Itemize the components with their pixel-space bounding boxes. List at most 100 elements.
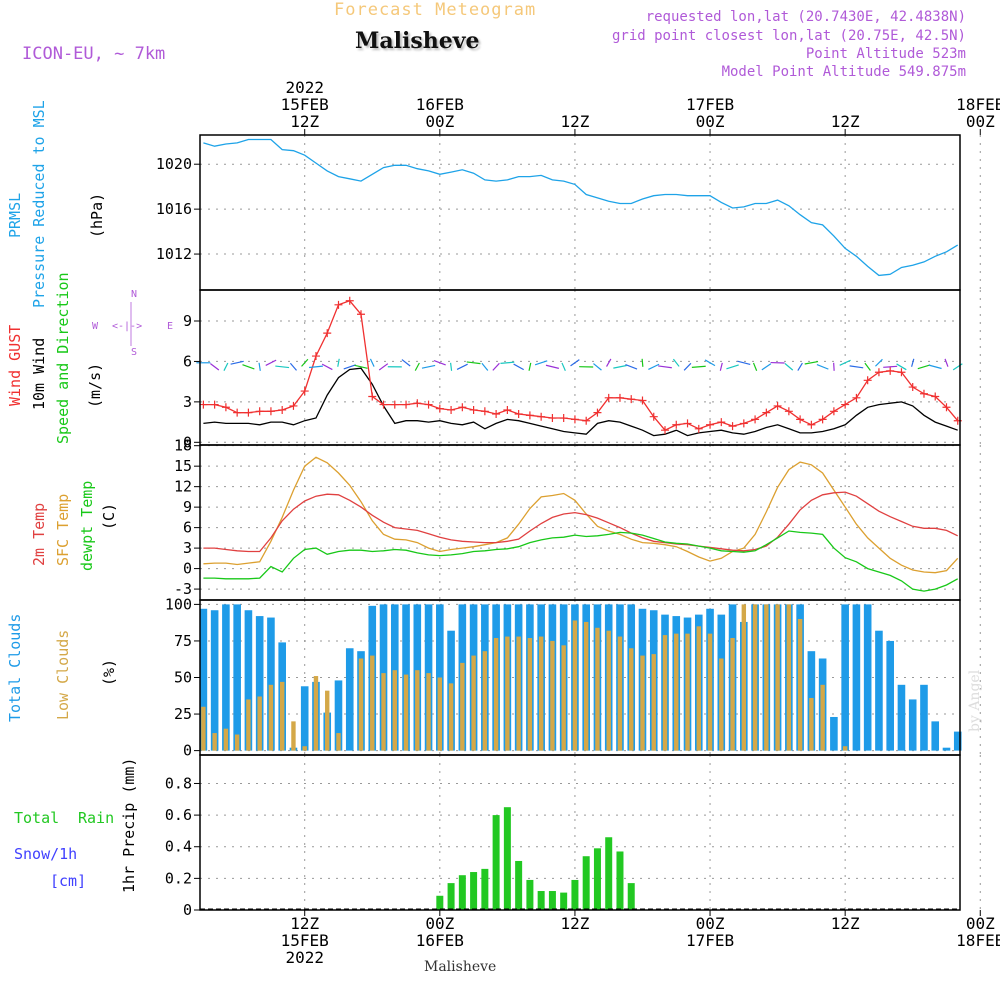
low-cloud-bar <box>437 677 443 751</box>
low-cloud-bar <box>268 684 274 751</box>
total-cloud-bar <box>255 616 264 751</box>
x-tick-label-bottom: 12Z <box>560 914 589 933</box>
gust-marker <box>672 420 681 429</box>
total-cloud-bar <box>931 721 940 751</box>
gust-marker <box>604 393 613 402</box>
total-cloud-bar <box>210 610 219 751</box>
gust-marker <box>796 415 805 424</box>
gust-marker <box>728 422 737 431</box>
gust-marker <box>919 389 928 398</box>
y-tick-label: 100 <box>165 595 192 613</box>
total-cloud-bar <box>345 648 354 751</box>
wind-direction-arrow <box>534 360 548 366</box>
x-tick-label-top: 12Z <box>560 112 589 131</box>
precip-unit-label: 1hr Precip (mm) <box>120 757 138 893</box>
wind-direction-arrow <box>275 365 290 369</box>
total-cloud-bar <box>863 604 872 751</box>
low-cloud-bar <box>358 658 364 751</box>
low-cloud-bar <box>426 673 431 751</box>
gust-line <box>203 300 959 432</box>
wind-direction-arrow <box>797 362 803 371</box>
wind-direction-arrow <box>784 363 794 371</box>
wind-direction-arrow <box>911 358 915 367</box>
wind-direction-arrow <box>875 358 883 367</box>
gust-label: Wind GUST <box>6 324 24 406</box>
y-tick-label: 0 <box>183 560 192 578</box>
x-tick-label-bottom: 15FEB <box>281 931 329 950</box>
low-cloud-bar <box>246 699 251 751</box>
x-tick-label-bottom: 00Z <box>966 914 995 933</box>
wind-direction-arrow <box>492 362 500 371</box>
low-cloud-bar <box>527 638 533 751</box>
gust-marker <box>852 393 861 402</box>
rain-bar <box>616 851 624 910</box>
y-tick-label: 0 <box>183 901 192 919</box>
total-clouds-label: Total Clouds <box>6 613 24 722</box>
gust-marker <box>942 403 951 412</box>
wind-direction-arrow <box>354 364 368 369</box>
gust-marker <box>480 407 489 416</box>
gust-marker <box>435 404 444 413</box>
wind-direction-arrow <box>337 358 340 367</box>
gust-marker <box>739 419 748 428</box>
rain-label: Rain <box>78 809 115 827</box>
wind-direction-arrow <box>343 364 356 370</box>
gust-marker <box>593 408 602 417</box>
low-cloud-bar <box>583 621 589 751</box>
gust-marker <box>323 329 332 338</box>
t2m-label: 2m Temp <box>30 502 48 566</box>
rain-bar <box>560 892 568 910</box>
wind-direction-arrow <box>606 358 612 367</box>
low-cloud-bar <box>336 733 341 751</box>
gust-marker <box>447 405 456 414</box>
low-cloud-bar <box>516 636 521 751</box>
x-tick-label-top: 2022 <box>285 78 324 97</box>
watermark: by Angel <box>967 669 983 732</box>
low-cloud-bar <box>279 681 285 751</box>
wind-direction-arrow <box>528 362 532 371</box>
gust-marker <box>368 392 377 401</box>
low-cloud-bar <box>223 728 229 751</box>
wind-direction-arrow <box>481 362 489 371</box>
low-cloud-bar <box>606 630 611 751</box>
panel-frame-4 <box>199 754 961 911</box>
gust-marker <box>582 416 591 425</box>
x-tick-label-top: 16FEB <box>416 95 464 114</box>
gust-marker <box>210 400 219 409</box>
gust-marker <box>683 419 692 428</box>
wind-direction-arrow <box>570 359 580 367</box>
wind-direction-arrow <box>513 363 524 371</box>
gust-marker <box>503 405 512 414</box>
wind-direction-arrow <box>230 360 244 365</box>
wind-dir-label: Speed and Direction <box>54 272 72 444</box>
low-cloud-bar <box>302 746 307 751</box>
y-tick-label: 0.2 <box>165 869 192 887</box>
low-cloud-bar <box>257 696 262 751</box>
wind-direction-arrow <box>625 364 638 370</box>
wind-direction-arrow <box>466 361 481 365</box>
x-tick-label-top: 00Z <box>425 112 454 131</box>
low-cloud-bar <box>775 604 780 751</box>
x-tick-label-top: 00Z <box>696 112 725 131</box>
low-cloud-bar <box>325 690 330 751</box>
x-tick-label-top: 17FEB <box>686 95 734 114</box>
wind-direction-arrow <box>242 364 255 370</box>
wind-direction-arrow <box>421 364 436 369</box>
gust-marker <box>278 405 287 414</box>
wind-direction-arrow <box>839 359 851 366</box>
low-cloud-bar <box>640 655 645 751</box>
low-cloud-bar <box>797 619 803 751</box>
wind-direction-arrow <box>672 358 680 367</box>
prmsl-label: PRMSL <box>6 192 24 238</box>
wind-direction-arrow <box>883 365 898 368</box>
x-tick-label-top: 12Z <box>290 112 319 131</box>
low-cloud-bar <box>448 683 454 751</box>
snow-unit-label: [cm] <box>50 872 87 890</box>
wind-direction-arrow <box>864 362 871 371</box>
wind-direction-arrow <box>309 365 323 369</box>
gust-marker <box>514 410 523 418</box>
gust-marker <box>559 414 568 423</box>
compass-east: E <box>167 321 174 332</box>
gust-marker <box>874 368 883 377</box>
rain-bar <box>515 860 523 910</box>
